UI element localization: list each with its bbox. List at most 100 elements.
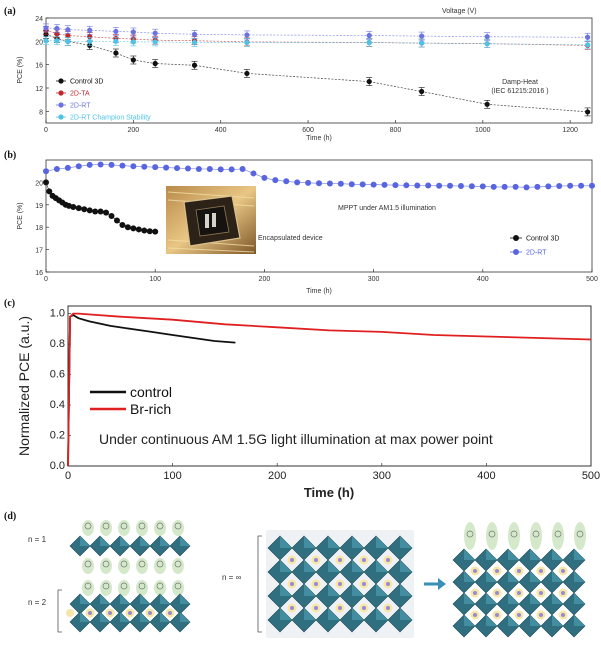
series-line-0 (45, 182, 156, 232)
panel-b-chart: 0 100 200 300 400 500 16 17 18 19 20 (35, 159, 598, 283)
x-tick-label: 200 (268, 470, 286, 482)
organic-spacer (100, 520, 112, 536)
data-point (250, 170, 257, 177)
data-point (419, 40, 425, 46)
series-line-0 (45, 33, 588, 113)
organic-spacer (118, 520, 130, 536)
x-tick-label: 0 (44, 127, 48, 134)
data-point (534, 183, 541, 190)
panel-b-frame (45, 159, 593, 273)
data-point (152, 30, 158, 36)
y-tick-label: 16 (35, 270, 43, 277)
panel-a-annotation-line1: Damp-Heat (502, 79, 538, 86)
data-point (130, 29, 136, 35)
y-tick-label: 20 (35, 39, 43, 46)
data-point (43, 25, 49, 31)
legend-label: Control 3D (70, 79, 103, 86)
y-tick-label: 0.8 (50, 338, 65, 350)
data-point (217, 166, 224, 173)
data-point (86, 207, 93, 214)
x-tick-label: 0 (65, 470, 71, 482)
organic-spacer (552, 522, 564, 550)
data-point (43, 168, 49, 175)
x-tick-label: 400 (477, 470, 495, 482)
organic-spacer (172, 558, 184, 574)
data-point (130, 39, 136, 45)
data-point (567, 182, 574, 189)
data-point (272, 177, 279, 184)
data-point (113, 38, 119, 44)
data-point (366, 39, 372, 46)
x-tick-label: 500 (586, 276, 598, 283)
data-point (244, 32, 250, 38)
data-point (589, 182, 595, 189)
panel-c-chart: 0 100 200 300 400 500 0.0 0.2 0.4 0.6 0.8 1.0 (50, 305, 600, 482)
data-point (195, 165, 202, 172)
data-point (43, 179, 49, 186)
organic-spacer (82, 580, 94, 596)
y-tick-label: 12 (35, 86, 43, 93)
data-point (484, 34, 490, 40)
data-point (130, 163, 137, 170)
data-point (316, 180, 322, 187)
data-point (65, 32, 71, 39)
data-point (152, 228, 159, 235)
data-point (130, 225, 137, 232)
data-point (545, 183, 552, 190)
legend-label: Br-rich (130, 401, 171, 417)
data-point (43, 38, 49, 44)
data-point (512, 183, 519, 190)
organic-spacer (136, 520, 148, 536)
data-point (87, 38, 93, 44)
y-tick-label: 17 (35, 248, 43, 255)
data-point (501, 183, 508, 190)
data-point (239, 165, 246, 172)
perovskite-structures (66, 520, 586, 638)
panel-b-label: (b) (4, 150, 16, 161)
panel-a-annotation-line2: (IEC 61215:2016 ) (491, 88, 548, 95)
organic-spacer (154, 558, 166, 574)
x-tick-label: 600 (302, 127, 314, 134)
data-point (65, 38, 71, 44)
y-tick-label: 0.4 (50, 399, 65, 411)
organic-spacer (464, 522, 476, 550)
panel-c-frame (67, 305, 592, 467)
data-point (130, 57, 136, 63)
panel-a-legend: Control 3D 2D-TA 2D-RT 2D-RT Champion Stabi… (56, 78, 151, 122)
panel-b-xlabel: Time (h) (306, 288, 332, 295)
data-point (457, 182, 464, 189)
data-point (70, 204, 77, 211)
data-point (370, 181, 377, 188)
legend-swatch-marker (513, 249, 519, 255)
legend-swatch-marker (58, 78, 64, 84)
organic-spacer (530, 522, 542, 550)
panel-a-ylabel: PCE (%) (17, 56, 24, 83)
data-point (135, 226, 142, 233)
panel-d-n2-label: n = 2 (28, 598, 47, 607)
data-point (348, 181, 355, 188)
organic-spacer (136, 558, 148, 574)
organic-spacer (100, 558, 112, 574)
organic-spacer (136, 580, 148, 596)
data-point (337, 180, 344, 187)
data-point (87, 34, 93, 40)
data-point (283, 178, 290, 185)
data-point (54, 25, 60, 32)
data-point (119, 221, 126, 228)
organic-spacer (82, 558, 94, 574)
data-point (108, 161, 115, 168)
data-point (174, 165, 181, 172)
panel-a-top-axis-label: Voltage (V) (442, 8, 477, 15)
data-point (113, 217, 120, 224)
arrow-icon (424, 578, 446, 590)
legend-label: 2D-RT (70, 103, 91, 110)
y-tick-label: 0.2 (50, 430, 65, 442)
data-point (366, 32, 372, 39)
data-point (113, 50, 119, 56)
x-tick-label: 800 (390, 127, 402, 134)
series-line-1 (45, 29, 588, 46)
data-point (191, 31, 198, 37)
data-point (46, 188, 53, 195)
